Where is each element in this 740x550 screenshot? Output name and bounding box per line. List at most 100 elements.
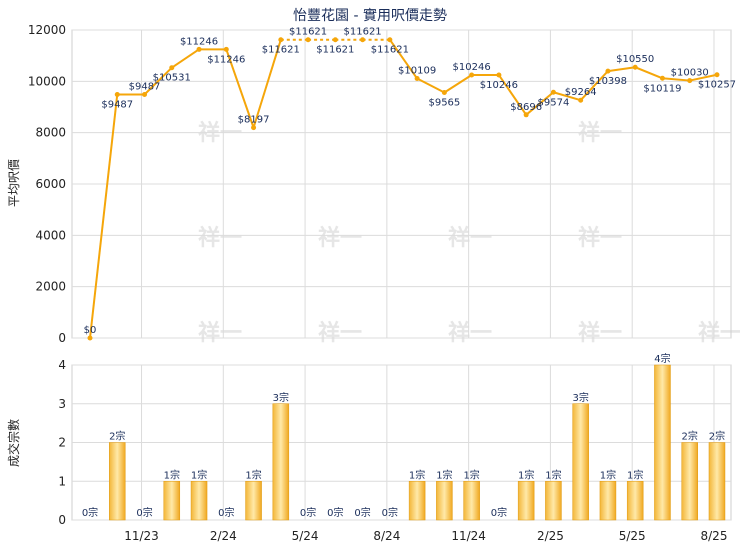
volume-panel: 11/23 2/24 5/24 8/24 11/24 2/25 5/25 8/25 0 1 2 3 4 0… — [58, 352, 732, 543]
price-point — [142, 92, 148, 98]
volume-data-label: 0宗 — [218, 506, 234, 519]
price-data-label: $10030 — [671, 68, 709, 79]
price-line-segment — [416, 77, 445, 94]
chart-title: 怡豐花園 - 實用呎價走勢 — [293, 7, 447, 24]
volume-data-label: 2宗 — [109, 430, 125, 443]
volume-data-label: 1宗 — [627, 468, 643, 481]
price-point — [550, 89, 556, 95]
x-tick-label: 11/23 — [124, 529, 159, 543]
volume-bar — [109, 442, 126, 521]
volume-data-label: 0宗 — [82, 506, 98, 519]
volume-data-label: 0宗 — [300, 506, 316, 519]
watermark-text: 祥一 — [198, 225, 242, 251]
price-line-segment — [579, 70, 609, 101]
price-point — [196, 46, 202, 52]
price-data-label: $0 — [84, 325, 97, 336]
volume-y-tick-label: 0 — [58, 513, 66, 527]
price-data-label: $10550 — [616, 54, 654, 65]
price-data-label: $10119 — [643, 83, 681, 94]
price-data-label: $10398 — [589, 76, 627, 87]
volume-y-tick-label: 2 — [58, 436, 66, 450]
volume-data-label: 1宗 — [164, 468, 180, 481]
watermark-text: 祥一 — [578, 225, 622, 251]
volume-data-label: 1宗 — [245, 468, 261, 481]
price-point — [578, 97, 584, 103]
volume-bar — [408, 481, 426, 521]
price-data-label: $11621 — [344, 27, 382, 38]
x-tick-label: 11/24 — [451, 529, 486, 543]
price-data-label: $11621 — [316, 45, 354, 56]
price-data-label: $10109 — [398, 66, 436, 77]
price-point — [469, 72, 475, 78]
volume-bar — [681, 442, 698, 521]
volume-y-axis-title: 成交宗數 — [6, 419, 21, 467]
price-line-segment — [553, 91, 581, 102]
volume-y-tick-label: 4 — [58, 358, 66, 372]
price-data-label: $10246 — [453, 62, 491, 73]
price-y-tick-label: 4000 — [35, 228, 66, 242]
x-tick-label: 5/25 — [619, 529, 646, 543]
price-line-segment — [252, 39, 282, 128]
volume-bar — [463, 481, 480, 521]
price-point — [523, 112, 529, 118]
price-y-axis-title: 平均呎價 — [7, 159, 21, 207]
price-point — [632, 64, 638, 70]
volume-bar — [708, 442, 726, 521]
price-data-label: $10257 — [698, 80, 736, 91]
volume-bar — [272, 403, 290, 521]
price-point — [278, 37, 284, 43]
price-point — [305, 37, 311, 43]
price-point — [659, 75, 665, 81]
volume-data-label: 3宗 — [572, 391, 588, 404]
price-point — [251, 125, 257, 131]
price-data-label: $9264 — [565, 87, 597, 98]
volume-data-label: 0宗 — [354, 506, 370, 519]
price-line-segment — [525, 91, 555, 116]
volume-data-label: 2宗 — [682, 430, 698, 443]
volume-bar — [163, 481, 181, 521]
price-data-label: $8696 — [510, 102, 542, 113]
volume-y-tick-label: 3 — [58, 397, 66, 411]
price-point — [387, 37, 393, 43]
price-line-segment — [171, 48, 200, 69]
price-y-tick-label: 8000 — [35, 126, 66, 140]
volume-data-label: 1宗 — [600, 468, 616, 481]
watermark-text: 祥一 — [318, 225, 362, 251]
price-y-tick-label: 2000 — [35, 280, 66, 294]
volume-bar — [517, 481, 535, 521]
price-y-tick-label: 6000 — [35, 177, 66, 191]
volume-bar — [654, 364, 671, 521]
price-line-segment — [607, 66, 636, 73]
volume-data-label: 0宗 — [382, 506, 398, 519]
price-point — [360, 37, 366, 43]
price-point — [687, 78, 693, 84]
volume-data-label: 1宗 — [409, 468, 425, 481]
volume-data-label: 0宗 — [136, 506, 152, 519]
price-point — [223, 46, 229, 52]
price-point — [605, 68, 611, 74]
volume-data-label: 1宗 — [518, 468, 534, 481]
volume-bar — [545, 481, 562, 521]
volume-data-label: 1宗 — [436, 468, 452, 481]
price-line-segment — [689, 73, 718, 82]
x-tick-label: 8/25 — [701, 529, 728, 543]
price-point — [169, 65, 175, 71]
price-point — [332, 37, 338, 43]
price-point — [714, 72, 720, 78]
price-data-label: $10531 — [153, 73, 191, 84]
volume-data-label: 3宗 — [273, 391, 289, 404]
x-tick-label: 2/24 — [210, 529, 237, 543]
x-tick-label: 2/25 — [537, 529, 564, 543]
x-tick-label: 8/24 — [373, 529, 400, 543]
price-data-label: $11621 — [289, 27, 327, 38]
volume-data-label: 2宗 — [709, 430, 725, 443]
volume-bar — [436, 481, 453, 521]
price-line-segment — [143, 66, 173, 96]
price-data-label: $9487 — [101, 100, 133, 111]
price-y-tick-label: 0 — [58, 331, 66, 345]
price-point — [414, 76, 420, 82]
volume-bar — [572, 403, 589, 521]
price-panel: 020004000600080001000012000$0$9487$9487$… — [28, 23, 736, 345]
price-line-segment — [634, 66, 663, 80]
